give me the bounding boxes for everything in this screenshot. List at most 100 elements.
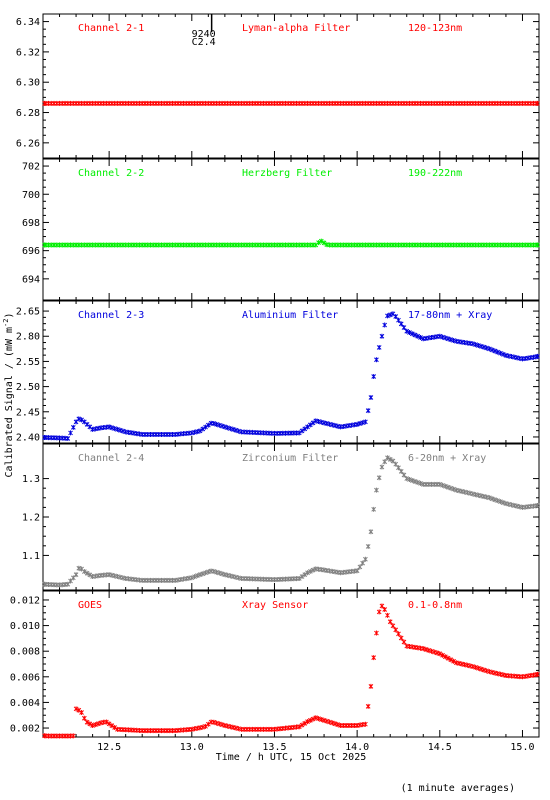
data-point <box>200 571 206 577</box>
data-point <box>368 529 374 535</box>
data-point <box>484 345 489 351</box>
data-point <box>200 724 206 730</box>
data-point <box>393 627 399 633</box>
data-point <box>233 427 239 433</box>
data-point <box>299 722 305 728</box>
data-point <box>211 421 217 427</box>
data-point <box>95 721 101 727</box>
data-point <box>398 468 404 474</box>
data-point <box>426 647 432 653</box>
panel-frame <box>42 443 540 591</box>
data-point <box>360 560 365 566</box>
data-point <box>112 724 117 730</box>
data-point <box>73 572 79 578</box>
data-point <box>407 329 412 335</box>
data-point <box>476 665 481 671</box>
data-point <box>376 475 382 481</box>
data-point <box>379 603 385 609</box>
data-point <box>310 567 316 573</box>
data-point <box>307 422 313 428</box>
data-point <box>120 428 126 434</box>
data-point <box>87 721 93 727</box>
data-point <box>87 572 93 578</box>
data-point <box>318 716 324 722</box>
data-point <box>313 715 319 721</box>
data-point <box>211 719 217 725</box>
data-point <box>115 426 120 432</box>
data-point <box>418 480 423 486</box>
data-point <box>214 421 219 427</box>
data-point <box>476 342 481 348</box>
y-tick-label: 2.80 <box>16 332 40 343</box>
data-point <box>440 334 445 340</box>
data-point <box>473 342 478 348</box>
y-tick-label: 700 <box>22 190 40 201</box>
data-point <box>498 350 503 356</box>
y-tick-label: 2.40 <box>16 432 40 443</box>
data-point <box>90 722 95 728</box>
series-points <box>42 238 540 248</box>
y-tick-label: 1.1 <box>22 551 40 562</box>
x-tick-label: 13.0 <box>180 742 204 753</box>
data-point <box>478 666 484 672</box>
data-point <box>219 722 225 728</box>
data-point <box>230 426 236 432</box>
data-point <box>376 344 382 350</box>
data-point <box>332 721 338 727</box>
data-point <box>299 428 305 434</box>
data-point <box>296 575 302 581</box>
data-point <box>448 337 454 343</box>
y-tick-label: 6.28 <box>16 108 40 119</box>
data-point <box>65 435 71 441</box>
data-point <box>489 347 495 353</box>
data-point <box>84 570 90 576</box>
series-points <box>42 311 540 441</box>
data-point <box>429 648 434 654</box>
x-axis-label: Time / h UTC, 15 Oct 2025 <box>216 752 367 763</box>
data-point <box>192 574 197 580</box>
y-tick-label: 0.008 <box>10 647 40 658</box>
y-axis-label-superscript: -2 <box>2 319 10 327</box>
data-point <box>365 408 371 414</box>
data-point <box>396 465 401 471</box>
data-point <box>396 317 401 323</box>
panel-band-label: 0.1-0.8nm <box>408 600 462 611</box>
data-point <box>374 630 379 636</box>
data-point <box>354 421 360 427</box>
data-point <box>214 569 219 575</box>
y-tick-label: 1.2 <box>22 513 40 524</box>
data-point <box>203 424 208 430</box>
x-tick-label: 14.0 <box>345 742 369 753</box>
data-point <box>382 606 388 612</box>
data-point <box>318 238 324 244</box>
data-point <box>197 572 203 578</box>
data-point <box>365 703 371 709</box>
y-axis-label: Calibrated Signal / (mW m-2) <box>2 313 15 478</box>
panel-frame <box>42 300 540 444</box>
data-point <box>390 623 396 629</box>
data-point <box>401 639 407 645</box>
data-point <box>307 717 313 723</box>
data-point <box>302 426 308 432</box>
data-point <box>535 671 540 677</box>
data-point <box>415 479 421 485</box>
data-point <box>412 332 418 338</box>
data-point <box>492 497 498 503</box>
data-point <box>365 543 371 549</box>
data-point <box>387 312 393 318</box>
data-point <box>217 570 222 576</box>
data-point <box>401 472 407 478</box>
data-point <box>404 476 410 482</box>
data-point <box>382 322 388 328</box>
y-tick-label: 6.30 <box>16 78 40 89</box>
data-point <box>535 353 540 359</box>
data-point <box>197 428 203 434</box>
data-point <box>500 500 506 506</box>
data-point <box>302 720 308 726</box>
data-point <box>500 351 506 357</box>
panel-frame <box>42 158 540 301</box>
data-point <box>305 570 310 576</box>
data-point <box>305 424 310 430</box>
data-point <box>363 419 368 425</box>
